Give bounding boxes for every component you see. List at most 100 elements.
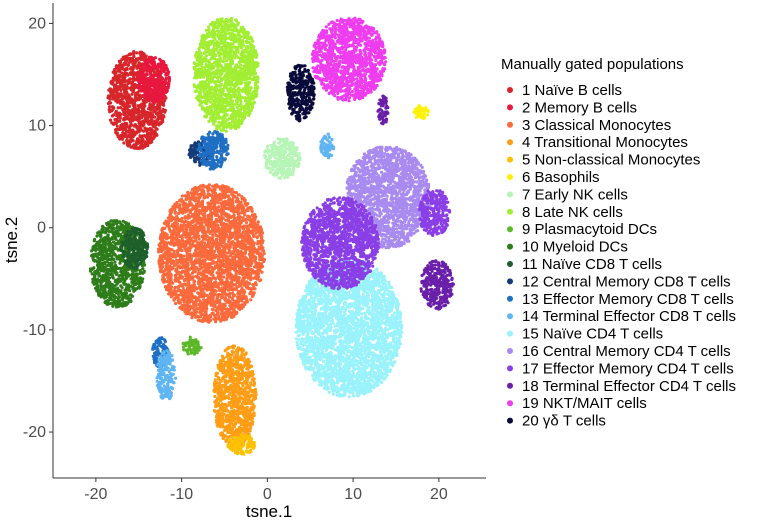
point-series-3 [211,227,215,231]
point-series-3 [184,239,188,243]
point-series-3 [193,223,197,227]
point-series-1 [131,63,136,67]
point-series-1 [141,146,145,150]
point-series-3 [220,184,224,188]
point-series-1 [134,107,138,111]
point-series-3 [200,279,204,284]
point-series-3 [168,208,173,212]
point-series-3 [194,207,198,211]
point-series-3 [243,255,247,259]
point-series-3 [198,315,203,319]
point-series-3 [204,298,208,302]
point-series-2 [152,61,156,65]
point-series-4 [215,371,219,375]
point-series-3 [174,225,178,229]
point-series-3 [208,231,212,235]
point-series-3 [227,229,232,233]
point-series-3 [220,215,224,219]
point-series-1 [142,101,146,105]
point-series-3 [188,228,192,232]
point-series-3 [231,249,236,254]
point-series-3 [200,228,204,232]
point-series-1 [157,107,161,111]
point-series-3 [224,251,228,255]
point-series-3 [228,263,232,267]
point-series-3 [234,209,239,214]
point-series-1 [114,95,118,99]
point-series-3 [240,258,244,263]
point-series-3 [237,223,241,227]
point-series-1 [131,98,135,102]
point-series-4 [233,362,237,366]
point-series-3 [209,318,213,323]
point-series-3 [204,285,208,289]
point-series-3 [203,261,207,265]
point-series-3 [252,270,256,274]
point-series-3 [186,297,190,301]
point-series-3 [232,314,236,318]
point-series-1 [123,71,127,75]
point-series-3 [214,316,218,320]
point-series-1 [129,124,133,128]
point-series-3 [233,219,237,224]
point-series-3 [200,295,204,299]
point-series-3 [174,262,178,266]
point-series-3 [159,241,164,245]
point-series-3 [248,218,252,222]
point-series-3 [197,199,201,203]
point-series-4 [216,402,220,406]
point-series-1 [145,113,149,117]
point-series-3 [189,289,193,293]
point-series-3 [191,227,195,231]
point-series-3 [164,273,168,277]
point-series-3 [249,287,253,291]
point-series-1 [146,107,151,111]
point-series-2 [161,59,165,64]
point-series-3 [178,301,182,305]
point-series-3 [234,266,238,270]
point-series-3 [219,208,223,212]
point-series-3 [178,260,182,264]
point-series-3 [180,304,184,308]
point-series-3 [219,235,223,239]
point-series-3 [176,217,180,222]
point-series-1 [117,80,121,84]
point-series-3 [211,307,215,312]
point-series-3 [170,217,174,222]
point-series-3 [209,291,213,295]
point-series-3 [172,242,176,246]
point-series-3 [182,223,186,227]
point-series-3 [188,208,192,212]
point-series-3 [198,225,203,229]
point-series-3 [193,234,197,239]
point-series-3 [226,266,230,271]
point-series-3 [222,241,226,245]
point-series-3 [214,280,218,284]
point-series-3 [215,296,219,300]
point-series-1 [115,85,119,89]
point-series-4 [250,390,254,394]
point-series-3 [200,291,205,295]
point-series-3 [215,254,219,258]
point-series-3 [218,192,222,196]
point-series-3 [172,297,176,301]
point-series-3 [246,214,250,218]
point-series-1 [132,117,137,121]
point-series-2 [147,85,152,89]
point-series-3 [226,185,230,190]
point-series-3 [196,192,200,196]
point-series-3 [258,251,262,255]
point-series-2 [164,72,168,77]
point-series-3 [237,276,241,280]
point-series-2 [158,64,162,68]
point-series-2 [152,73,156,77]
point-series-3 [226,194,230,198]
point-series-3 [214,244,218,248]
point-series-2 [162,94,166,98]
point-series-1 [123,116,127,121]
point-series-1 [124,86,128,90]
point-series-4 [221,434,225,438]
point-series-1 [132,143,136,147]
point-series-3 [259,278,263,282]
point-series-3 [184,291,188,295]
